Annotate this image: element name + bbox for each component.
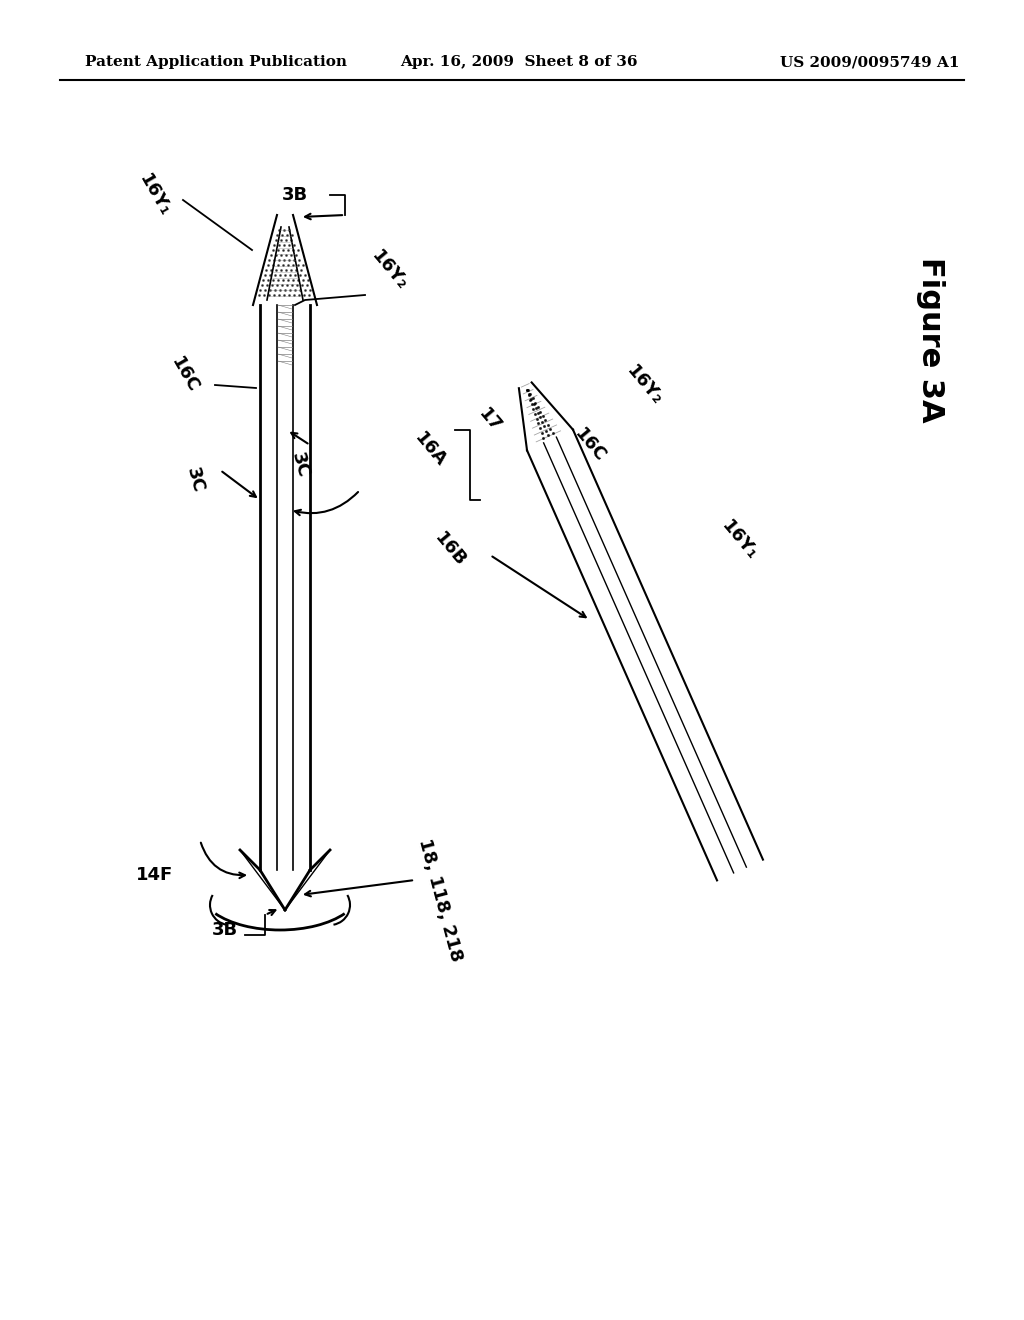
Text: 3C: 3C <box>183 465 207 495</box>
Text: 16Y₂: 16Y₂ <box>624 362 667 408</box>
Text: 16C: 16C <box>168 354 203 396</box>
Text: 16Y₂: 16Y₂ <box>369 247 412 293</box>
Text: 18, 118, 218: 18, 118, 218 <box>415 837 465 964</box>
Text: 16B: 16B <box>431 529 469 570</box>
Text: 16A: 16A <box>411 429 450 471</box>
Text: 14F: 14F <box>136 866 174 884</box>
Text: 3C: 3C <box>288 450 312 479</box>
Text: 16Y₁: 16Y₁ <box>136 170 174 219</box>
Text: 17: 17 <box>475 405 505 436</box>
Text: US 2009/0095749 A1: US 2009/0095749 A1 <box>780 55 959 69</box>
Text: Apr. 16, 2009  Sheet 8 of 36: Apr. 16, 2009 Sheet 8 of 36 <box>400 55 638 69</box>
Text: Figure 3A: Figure 3A <box>915 257 944 422</box>
Text: Patent Application Publication: Patent Application Publication <box>85 55 347 69</box>
Text: 16Y₁: 16Y₁ <box>718 516 762 564</box>
Text: 3B: 3B <box>212 921 238 939</box>
Text: 16C: 16C <box>570 425 609 466</box>
Text: 3B: 3B <box>282 186 308 205</box>
